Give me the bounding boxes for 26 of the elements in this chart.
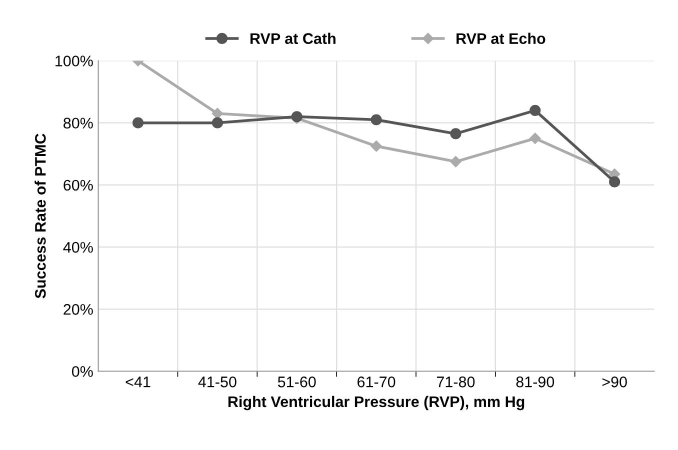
y-tick-label: 0% [72,366,93,377]
x-tick-label: 51-60 [278,376,316,388]
y-axis-title: Success Rate of PTMC [34,134,46,298]
point [530,132,541,144]
y-tick-label: 60% [64,180,93,191]
point [370,140,382,152]
x-tick-label: >90 [602,376,627,388]
x-axis-title: Right Ventricular Pressure (RVP), mm Hg [228,396,524,410]
point [370,114,382,126]
legend-label: RVP at Cath [250,32,336,44]
x-tick-label: 41-50 [198,376,236,388]
point [450,128,462,140]
y-tick-label: 80% [64,118,93,129]
x-tick-label: 61-70 [358,376,396,388]
point [609,176,620,188]
x-tick-label: <41 [126,376,150,388]
point [132,117,144,128]
y-tick-label: 100% [56,56,93,66]
x-tick-label: 81-90 [516,376,554,388]
legend-label: RVP at Echo [456,32,546,44]
point [212,117,223,128]
x-tick-label: 71-80 [436,376,475,388]
y-tick-label: 40% [63,242,93,253]
y-tick-label: 20% [64,304,93,315]
point [530,104,541,116]
point [450,156,462,168]
